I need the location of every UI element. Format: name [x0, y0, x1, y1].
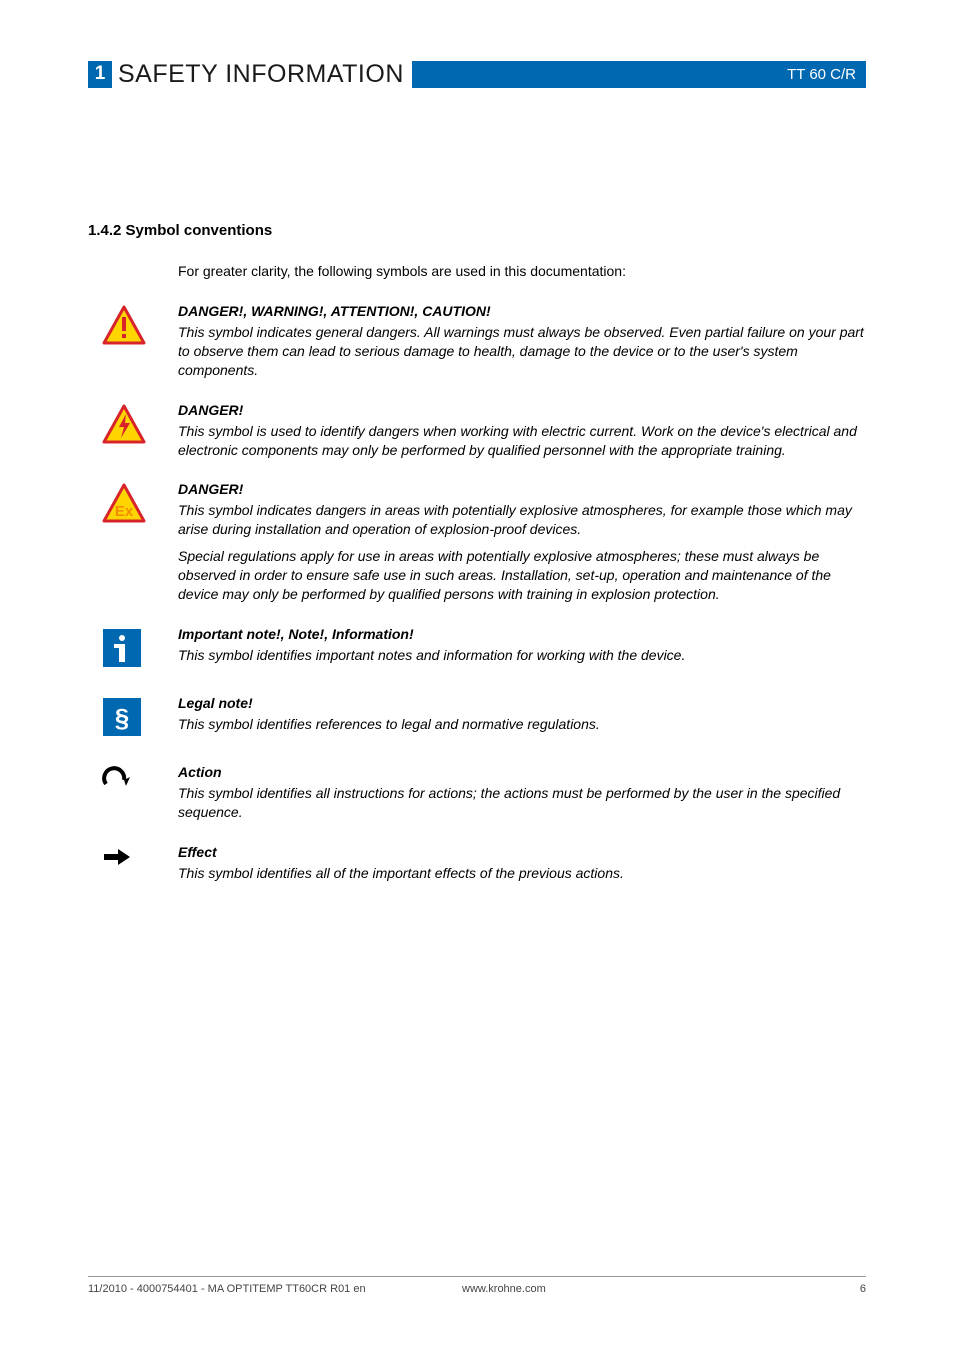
header-bar: TT 60 C/R [412, 61, 866, 88]
action-icon [102, 766, 130, 788]
symbol-block: Important note!, Note!, Information! This… [88, 626, 866, 673]
warning-ex-icon: Ex [102, 483, 146, 523]
svg-text:Ex: Ex [115, 503, 134, 520]
page-header: 1 SAFETY INFORMATION TT 60 C/R [88, 60, 866, 88]
symbol-block: § Legal note! This symbol identifies refe… [88, 695, 866, 742]
warning-electric-icon [102, 404, 146, 444]
symbol-title: DANGER! [178, 402, 866, 418]
symbol-paragraph: This symbol identifies important notes a… [178, 646, 866, 665]
chapter-title: SAFETY INFORMATION [118, 60, 404, 89]
symbol-paragraph: This symbol indicates general dangers. A… [178, 323, 866, 380]
symbol-text-cell: DANGER!, WARNING!, ATTENTION!, CAUTION! T… [178, 303, 866, 380]
legal-icon: § [102, 697, 142, 737]
doc-code: TT 60 C/R [787, 66, 856, 83]
warning-general-icon [102, 305, 146, 345]
symbol-paragraph: This symbol indicates dangers in areas w… [178, 501, 866, 539]
symbol-title: Legal note! [178, 695, 866, 711]
symbol-icon-cell [88, 303, 178, 380]
symbol-text-cell: Legal note! This symbol identifies refere… [178, 695, 866, 742]
section-heading: 1.4.2 Symbol conventions [88, 222, 866, 239]
symbol-paragraph: This symbol identifies all of the import… [178, 864, 866, 883]
symbol-block: Effect This symbol identifies all of the … [88, 844, 866, 883]
symbol-block: Ex DANGER! This symbol indicates dangers … [88, 481, 866, 603]
symbol-block: DANGER!, WARNING!, ATTENTION!, CAUTION! T… [88, 303, 866, 380]
symbol-text-cell: DANGER! This symbol is used to identify d… [178, 402, 866, 460]
symbol-icon-cell [88, 764, 178, 822]
symbol-paragraph: This symbol is used to identify dangers … [178, 422, 866, 460]
symbol-icon-cell [88, 844, 178, 883]
symbol-title: Important note!, Note!, Information! [178, 626, 866, 642]
symbol-title: DANGER!, WARNING!, ATTENTION!, CAUTION! [178, 303, 866, 319]
svg-text:§: § [115, 703, 129, 733]
symbol-block: Action This symbol identifies all instruc… [88, 764, 866, 822]
symbol-paragraph: This symbol identifies references to leg… [178, 715, 866, 734]
symbol-icon-cell [88, 626, 178, 673]
symbol-icon-cell [88, 402, 178, 460]
effect-icon [102, 846, 132, 868]
symbol-paragraph: Special regulations apply for use in are… [178, 547, 866, 604]
symbol-title: Effect [178, 844, 866, 860]
symbol-conventions-list: DANGER!, WARNING!, ATTENTION!, CAUTION! T… [88, 303, 866, 883]
symbol-text-cell: Action This symbol identifies all instruc… [178, 764, 866, 822]
symbol-text-cell: Important note!, Note!, Information! This… [178, 626, 866, 673]
symbol-icon-cell: Ex [88, 481, 178, 603]
symbol-text-cell: DANGER! This symbol indicates dangers in … [178, 481, 866, 603]
footer-page-number: 6 [836, 1283, 866, 1295]
symbol-paragraph: This symbol identifies all instructions … [178, 784, 866, 822]
symbol-title: Action [178, 764, 866, 780]
info-icon [102, 628, 142, 668]
footer-url: www.krohne.com [462, 1283, 836, 1295]
page-footer: 11/2010 - 4000754401 - MA OPTITEMP TT60C… [88, 1276, 866, 1295]
symbol-title: DANGER! [178, 481, 866, 497]
symbol-icon-cell: § [88, 695, 178, 742]
chapter-number: 1 [88, 61, 112, 88]
symbol-block: DANGER! This symbol is used to identify d… [88, 402, 866, 460]
section-intro: For greater clarity, the following symbo… [178, 263, 866, 279]
footer-docref: 11/2010 - 4000754401 - MA OPTITEMP TT60C… [88, 1283, 462, 1295]
symbol-text-cell: Effect This symbol identifies all of the … [178, 844, 866, 883]
